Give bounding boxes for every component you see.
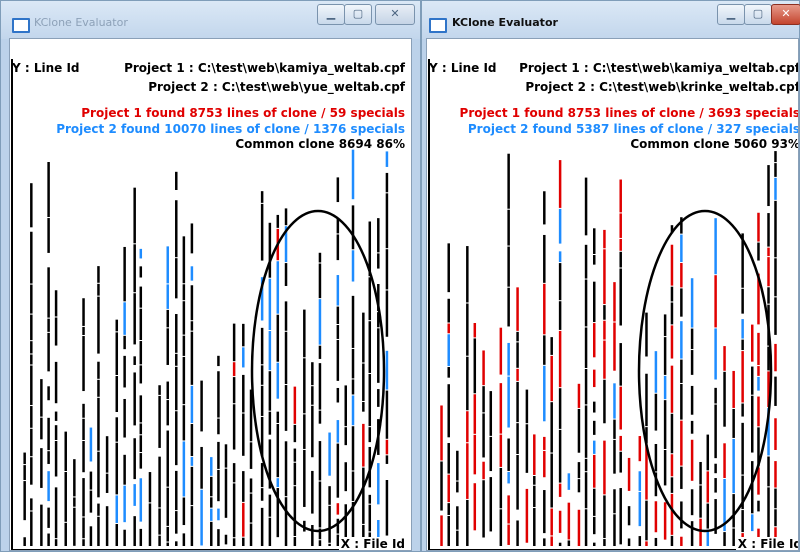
kclone-window-1[interactable]: KClone Evaluator ▁ ▢ ✕ Y : Line Id Proje… <box>0 0 421 552</box>
app-icon <box>429 18 447 33</box>
kclone-window-2[interactable]: KClone Evaluator ▁ ▢ ✕ Y : Line Id Proje… <box>421 0 800 552</box>
project1-found: Project 1 found 8753 lines of clone / 59… <box>81 106 405 120</box>
maximize-button[interactable]: ▢ <box>744 4 772 25</box>
maximize-icon: ▢ <box>752 7 764 20</box>
close-button[interactable]: ✕ <box>771 4 800 25</box>
project2-found: Project 2 found 10070 lines of clone / 1… <box>56 122 405 136</box>
project1-path: Project 1 : C:\test\web\kamiya_weltab.cp… <box>124 61 405 75</box>
title-bar[interactable]: KClone Evaluator ▁ ▢ ✕ <box>1 1 420 39</box>
close-icon: ✕ <box>781 7 791 20</box>
window-title: KClone Evaluator <box>34 16 128 29</box>
minimize-icon: ▁ <box>726 7 736 20</box>
plot-area: Y : Line Id Project 1 : C:\test\web\kami… <box>426 38 799 551</box>
x-axis-label: X : File Id <box>735 537 798 550</box>
minimize-button[interactable]: ▁ <box>317 4 345 25</box>
clone-plot <box>11 59 389 550</box>
project2-path: Project 2 : C:\test\web\krinke_weltab.cp… <box>525 80 799 94</box>
project2-found: Project 2 found 5387 lines of clone / 32… <box>467 122 799 136</box>
highlight-ellipse <box>637 209 773 533</box>
project1-found: Project 1 found 8753 lines of clone / 36… <box>459 106 799 120</box>
project1-path: Project 1 : C:\test\web\kamiya_weltab.cp… <box>519 61 799 75</box>
app-icon <box>12 18 30 33</box>
x-axis-label: X : File Id <box>338 537 405 551</box>
plot-area: Y : Line Id Project 1 : C:\test\web\kami… <box>9 38 412 551</box>
close-button[interactable]: ✕ <box>375 4 415 25</box>
common-clone: Common clone 5060 93% <box>630 137 799 151</box>
y-axis-label: Y : Line Id <box>429 61 497 75</box>
maximize-icon: ▢ <box>352 7 364 20</box>
window-title: KClone Evaluator <box>452 16 558 29</box>
maximize-button[interactable]: ▢ <box>344 4 372 25</box>
title-bar[interactable]: KClone Evaluator ▁ ▢ ✕ <box>422 1 800 39</box>
minimize-button[interactable]: ▁ <box>717 4 745 25</box>
close-icon: ✕ <box>390 7 400 20</box>
highlight-ellipse <box>250 209 386 533</box>
project2-path: Project 2 : C:\test\web\yue_weltab.cpf <box>148 80 405 94</box>
y-axis-label: Y : Line Id <box>12 61 80 75</box>
minimize-icon: ▁ <box>326 7 336 20</box>
common-clone: Common clone 8694 86% <box>235 137 405 151</box>
clone-plot <box>428 59 777 550</box>
